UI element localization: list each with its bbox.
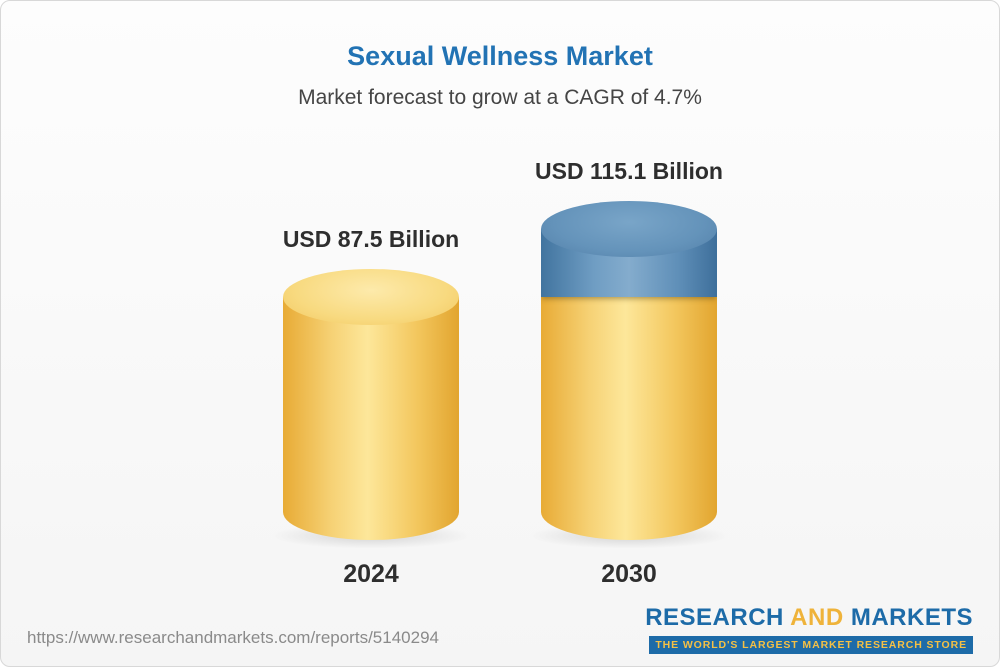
cylinder-2030 bbox=[519, 201, 739, 550]
logo-tagline: THE WORLD'S LARGEST MARKET RESEARCH STOR… bbox=[649, 636, 973, 654]
category-label-2024: 2024 bbox=[343, 560, 399, 588]
logo-wordmark: RESEARCH AND MARKETS bbox=[645, 604, 973, 632]
base-segment-2024 bbox=[283, 297, 459, 540]
chart-title: Sexual Wellness Market bbox=[347, 41, 653, 71]
value-label-2030: USD 115.1 Billion bbox=[535, 158, 723, 184]
research-and-markets-logo: RESEARCH AND MARKETS THE WORLD'S LARGEST… bbox=[645, 604, 973, 654]
value-label-2024: USD 87.5 Billion bbox=[282, 226, 460, 252]
bar-chart: USD 87.5 Billion 2024 USD 115.1 Billion bbox=[1, 158, 999, 589]
chart-subtitle: Market forecast to grow at a CAGR of 4.7… bbox=[298, 86, 702, 109]
cylinder-cap-2024 bbox=[283, 269, 459, 325]
bar-group-2030: USD 115.1 Billion 2030 bbox=[519, 158, 739, 589]
cylinder-2024 bbox=[261, 269, 481, 550]
logo-word-and: AND bbox=[790, 604, 844, 631]
bar-group-2024: USD 87.5 Billion 2024 bbox=[261, 226, 481, 589]
report-url: https://www.researchandmarkets.com/repor… bbox=[27, 628, 439, 647]
cylinder-body-2030 bbox=[541, 229, 717, 540]
cylinder-cap-2030 bbox=[541, 201, 717, 257]
cylinder-body-2024 bbox=[283, 297, 459, 540]
logo-word-markets: MARKETS bbox=[850, 604, 973, 631]
category-label-2030: 2030 bbox=[601, 560, 657, 588]
logo-word-research: RESEARCH bbox=[645, 604, 784, 631]
base-segment-2030 bbox=[541, 297, 717, 540]
